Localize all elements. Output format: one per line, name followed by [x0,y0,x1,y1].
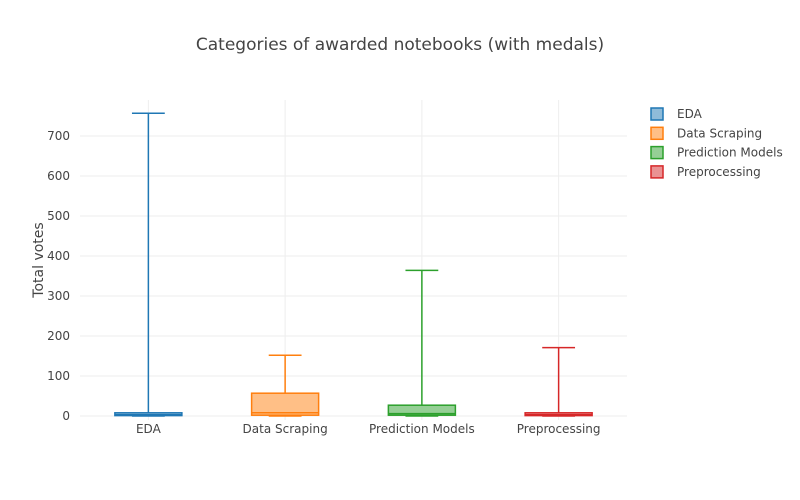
legend-item-prediction-models[interactable]: Prediction Models [650,145,783,160]
grid-lines [80,100,627,420]
interquartile-box [250,392,320,416]
legend-swatch [650,165,664,179]
legend-swatch [650,145,664,160]
x-axis-ticks: EDA Data Scraping Prediction Models Preproc… [136,422,601,436]
box-preprocessing [524,346,593,417]
legend-label: Data Scraping [677,126,762,140]
y-tick-label: 0 [62,409,70,423]
legend-item-preprocessing[interactable]: Preprocessing [650,165,761,179]
legend-label: Prediction Models [677,146,783,160]
legend: EDA Data Scraping Prediction Models Preproc… [650,107,783,179]
x-tick-label: EDA [136,422,162,436]
y-tick-label: 400 [47,249,70,263]
y-tick-label: 500 [47,209,70,223]
legend-swatch [650,107,664,121]
y-tick-label: 300 [47,289,70,303]
box-data-scraping [250,354,320,417]
y-tick-label: 700 [47,129,70,143]
y-tick-label: 600 [47,169,70,183]
box-prediction-models [387,269,457,417]
legend-swatch [650,126,664,141]
legend-item-eda[interactable]: EDA [650,107,703,121]
y-tick-label: 200 [47,329,70,343]
y-axis-title: Total votes [31,222,47,298]
chart-title: Categories of awarded notebooks (with me… [196,35,604,55]
box-series [114,112,593,417]
y-axis-ticks: 0 100 200 300 400 500 600 700 [47,129,70,423]
legend-label: Preprocessing [677,165,761,179]
box-eda [114,112,183,417]
y-tick-label: 100 [47,369,70,383]
legend-label: EDA [677,107,703,121]
interquartile-box [387,404,457,416]
x-tick-label: Preprocessing [517,422,601,436]
x-tick-label: Data Scraping [243,422,328,436]
x-tick-label: Prediction Models [369,422,475,436]
legend-item-data-scraping[interactable]: Data Scraping [650,126,762,141]
